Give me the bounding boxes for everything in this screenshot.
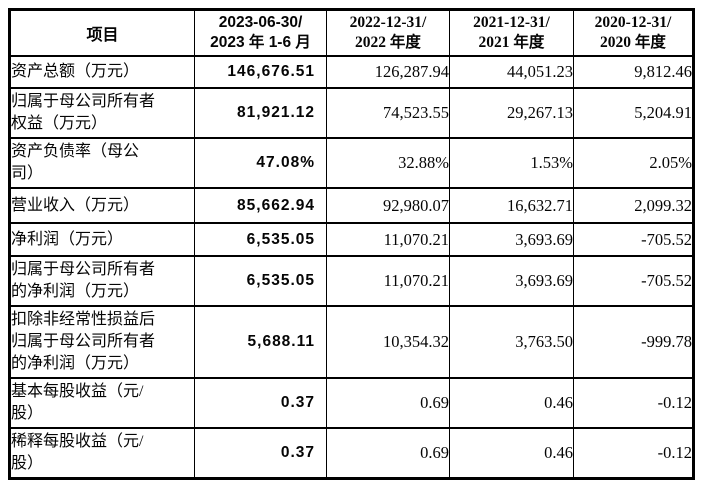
value-2023h1: 0.37 (194, 377, 327, 429)
value-2021: 44,051.23 (449, 55, 574, 89)
value-2020: -0.12 (573, 377, 694, 429)
value-2022: 32.88% (326, 137, 450, 189)
row-net-profit-parent: 归属于母公司所有者 的净利润（万元） 6,535.05 11,070.21 3,… (9, 255, 694, 307)
col-header-item: 项目 (9, 8, 195, 57)
value-2021: 16,632.71 (449, 187, 574, 224)
row-parent-equity: 归属于母公司所有者 权益（万元） 81,921.12 74,523.55 29,… (9, 87, 694, 139)
value-2020: -0.12 (573, 427, 694, 480)
row-label: 资产负债率（母公 司） (9, 137, 195, 189)
value-2022: 11,070.21 (326, 255, 450, 307)
value-2020: -705.52 (573, 222, 694, 257)
value-2020: -705.52 (573, 255, 694, 307)
value-2021: 0.46 (449, 427, 574, 480)
value-2020: -999.78 (573, 305, 694, 379)
row-label: 归属于母公司所有者 的净利润（万元） (9, 255, 195, 307)
value-2021: 3,693.69 (449, 255, 574, 307)
value-2023h1: 47.08% (194, 137, 327, 189)
row-label: 扣除非经常性损益后 归属于母公司所有者 的净利润（万元） (9, 305, 195, 379)
value-2021: 3,763.50 (449, 305, 574, 379)
row-label: 稀释每股收益（元/ 股） (9, 427, 195, 480)
col-header-2021-period: 2021 年度 (478, 34, 545, 51)
row-label: 归属于母公司所有者 权益（万元） (9, 87, 195, 139)
value-2023h1: 146,676.51 (194, 55, 327, 89)
value-2023h1: 0.37 (194, 427, 327, 480)
row-total-assets: 资产总额（万元） 146,676.51 126,287.94 44,051.23… (9, 55, 694, 89)
row-label: 资产总额（万元） (9, 55, 195, 89)
table-header: 项目 2023-06-30/ 2023 年 1-6 月 2022-12-31/ … (9, 8, 694, 57)
header-row: 项目 2023-06-30/ 2023 年 1-6 月 2022-12-31/ … (9, 8, 694, 57)
col-header-2021: 2021-12-31/ 2021 年度 (449, 8, 574, 57)
col-header-2020-date: 2020-12-31/ (594, 14, 672, 31)
value-2020: 2,099.32 (573, 187, 694, 224)
row-net-profit: 净利润（万元） 6,535.05 11,070.21 3,693.69 -705… (9, 222, 694, 257)
row-basic-eps: 基本每股收益（元/ 股） 0.37 0.69 0.46 -0.12 (9, 377, 694, 429)
col-header-2020: 2020-12-31/ 2020 年度 (573, 8, 694, 57)
col-header-2022-period: 2022 年度 (355, 34, 421, 51)
value-2022: 74,523.55 (326, 87, 450, 139)
value-2020: 9,812.46 (573, 55, 694, 89)
col-header-2023h1: 2023-06-30/ 2023 年 1-6 月 (194, 8, 327, 57)
col-header-2023h1-period: 2023 年 1-6 月 (210, 34, 311, 51)
row-debt-ratio-parent: 资产负债率（母公 司） 47.08% 32.88% 1.53% 2.05% (9, 137, 694, 189)
value-2023h1: 6,535.05 (194, 222, 327, 257)
value-2023h1: 81,921.12 (194, 87, 327, 139)
value-2021: 1.53% (449, 137, 574, 189)
row-net-profit-parent-deducted: 扣除非经常性损益后 归属于母公司所有者 的净利润（万元） 5,688.11 10… (9, 305, 694, 379)
row-diluted-eps: 稀释每股收益（元/ 股） 0.37 0.69 0.46 -0.12 (9, 427, 694, 480)
value-2021: 29,267.13 (449, 87, 574, 139)
table-body: 资产总额（万元） 146,676.51 126,287.94 44,051.23… (9, 55, 694, 480)
value-2022: 11,070.21 (326, 222, 450, 257)
col-header-2021-date: 2021-12-31/ (473, 14, 550, 31)
row-label: 基本每股收益（元/ 股） (9, 377, 195, 429)
row-label: 净利润（万元） (9, 222, 195, 257)
value-2023h1: 85,662.94 (194, 187, 327, 224)
col-header-2022-date: 2022-12-31/ (349, 14, 427, 31)
value-2022: 0.69 (326, 427, 450, 480)
value-2022: 0.69 (326, 377, 450, 429)
value-2020: 5,204.91 (573, 87, 694, 139)
value-2023h1: 5,688.11 (194, 305, 327, 379)
value-2022: 126,287.94 (326, 55, 450, 89)
value-2020: 2.05% (573, 137, 694, 189)
value-2021: 3,693.69 (449, 222, 574, 257)
row-operating-revenue: 营业收入（万元） 85,662.94 92,980.07 16,632.71 2… (9, 187, 694, 224)
value-2022: 10,354.32 (326, 305, 450, 379)
value-2022: 92,980.07 (326, 187, 450, 224)
col-header-2023h1-date: 2023-06-30/ (218, 14, 303, 31)
col-header-2022: 2022-12-31/ 2022 年度 (326, 8, 450, 57)
value-2021: 0.46 (449, 377, 574, 429)
value-2023h1: 6,535.05 (194, 255, 327, 307)
col-header-2020-period: 2020 年度 (600, 34, 666, 51)
financial-summary-table: 项目 2023-06-30/ 2023 年 1-6 月 2022-12-31/ … (8, 8, 695, 480)
row-label: 营业收入（万元） (9, 187, 195, 224)
